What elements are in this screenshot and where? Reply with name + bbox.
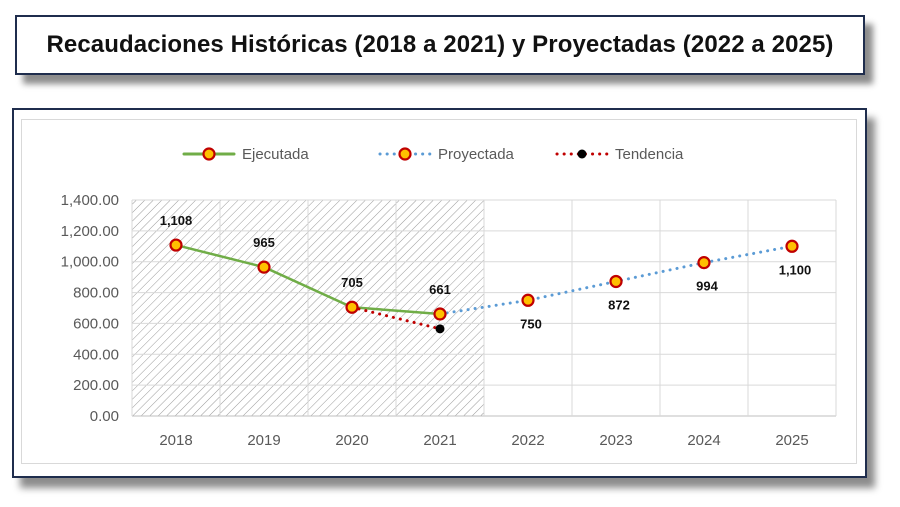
x-tick-label: 2023 [599,432,632,449]
data-point-proyectada [785,239,799,253]
legend-item-ejecutada: Ejecutada [182,146,309,163]
data-label: 661 [429,282,451,297]
data-point-proyectada [521,293,535,307]
data-label: 1,108 [160,213,193,228]
data-point-ejecutada [169,238,183,252]
x-tick-label: 2025 [775,432,808,449]
chart-title-box: Recaudaciones Históricas (2018 a 2021) y… [15,15,865,75]
legend-swatch-marker [577,149,587,159]
data-label: 872 [608,297,630,312]
data-point-ejecutada [433,307,447,321]
y-tick-label: 1,000.00 [61,254,119,271]
y-tick-label: 200.00 [73,377,119,394]
legend-swatch-marker [202,147,216,161]
legend-label: Ejecutada [242,146,309,163]
data-label: 965 [253,235,275,250]
x-tick-label: 2018 [159,432,192,449]
x-tick-label: 2021 [423,432,456,449]
data-label: 750 [520,316,542,331]
series-line-tendencia [350,305,442,331]
line-chart: 0.00 200.00 400.00 600.00 800.00 1,000.00 1,20… [61,146,837,449]
y-tick-label: 0.00 [90,408,119,425]
data-point-ejecutada [257,260,271,274]
y-tick-label: 800.00 [73,285,119,302]
legend-label: Tendencia [615,146,684,163]
data-point-proyectada [609,274,623,289]
x-tick-label: 2022 [511,432,544,449]
plot-frame [21,119,857,464]
y-tick-label: 1,400.00 [61,192,119,209]
data-label: 705 [341,275,363,290]
legend-item-proyectada: Proyectada [378,146,515,163]
x-tick-label: 2024 [687,432,720,449]
data-point-ejecutada [345,300,359,314]
chart-container: 0.00 200.00 400.00 600.00 800.00 1,000.00 1,20… [12,108,867,478]
chart-title: Recaudaciones Históricas (2018 a 2021) y… [46,31,834,58]
data-point-proyectada [697,256,711,270]
legend-swatch-marker [398,147,412,161]
legend-label: Proyectada [438,146,515,163]
data-point-tendencia [435,324,445,334]
x-tick-label: 2020 [335,432,368,449]
data-label: 994 [696,279,718,294]
y-tick-label: 1,200.00 [61,223,119,240]
y-tick-label: 400.00 [73,346,119,363]
series-line-ejecutada [174,243,442,316]
x-tick-label: 2019 [247,432,280,449]
legend-item-tendencia: Tendencia [555,146,684,163]
y-tick-label: 600.00 [73,315,119,332]
data-label: 1,100 [779,262,812,277]
